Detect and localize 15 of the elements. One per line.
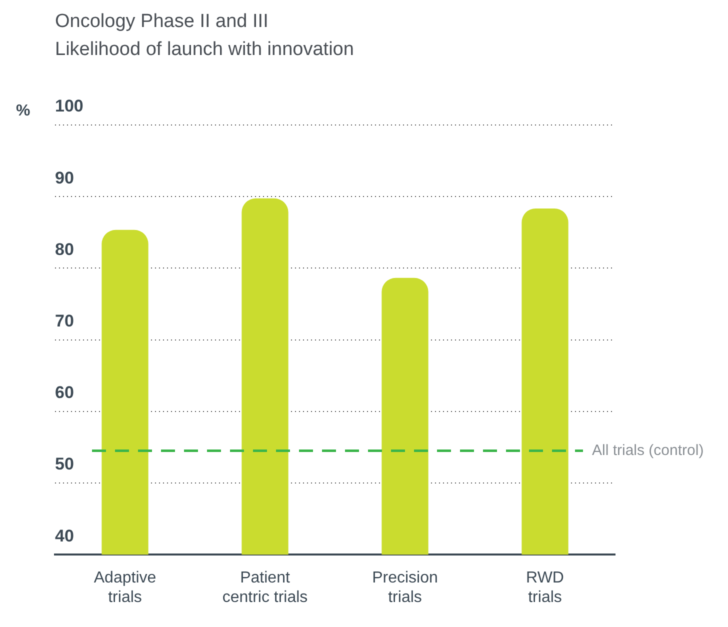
x-tick-label: Precision trials <box>372 570 438 606</box>
y-tick-label: 60 <box>55 383 74 402</box>
y-tick-label: 70 <box>55 311 74 330</box>
y-tick-label: 40 <box>55 526 74 546</box>
chart-title: Oncology Phase II and III <box>55 10 270 34</box>
chart-subtitle: Likelihood of launch with innovation <box>55 38 354 62</box>
y-axis-title: % <box>16 102 30 120</box>
x-tick-label: Adaptive trials <box>94 570 156 606</box>
x-tick-label: RWD trials <box>526 570 564 606</box>
y-tick-label: 80 <box>55 240 74 259</box>
ref-line-label: All trials (control) <box>592 442 704 459</box>
y-tick-label: 90 <box>55 168 74 188</box>
y-tick-label: 50 <box>55 454 74 474</box>
y-tick-label: 100 <box>55 96 84 116</box>
x-tick-label: Patient centric trials <box>222 570 308 606</box>
